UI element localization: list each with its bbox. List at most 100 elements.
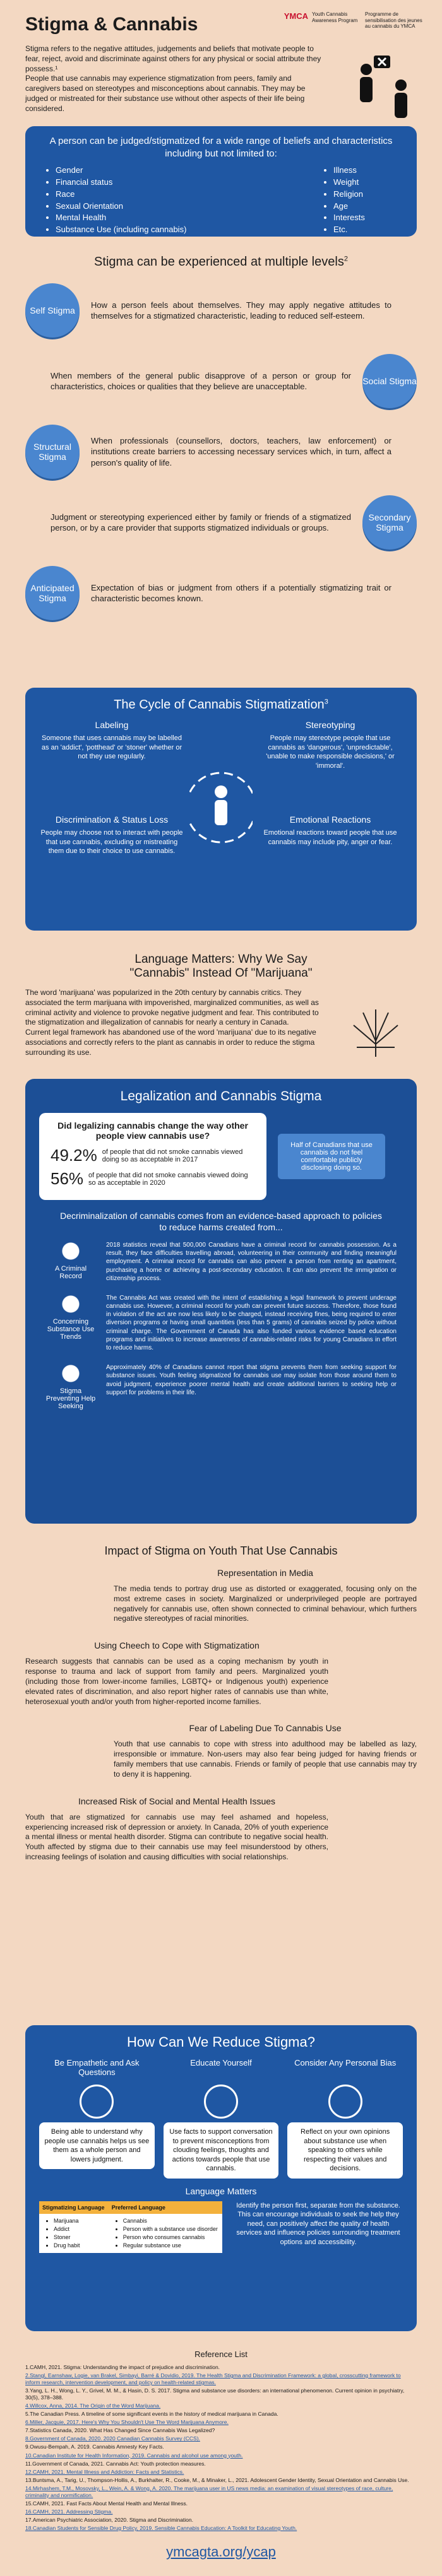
list-item: Regular substance use	[123, 2242, 219, 2250]
list-item: Drug habit	[54, 2242, 105, 2250]
list-item: Cannabis	[123, 2217, 219, 2225]
step-text: Someone that uses cannabis may be labell…	[41, 734, 182, 761]
heading-text: Stigma can be experienced at multiple le…	[94, 255, 344, 269]
item-text: The Cannabis Act was created with the in…	[106, 1294, 397, 1351]
impact-title: Increased Risk of Social and Mental Heal…	[78, 1796, 276, 1806]
list-item: Weight	[333, 177, 398, 189]
tip-text: Being able to understand why people use …	[39, 2122, 155, 2170]
intro: Stigma refers to the negative attitudes,…	[25, 44, 322, 114]
list-item: Etc.	[333, 224, 398, 236]
intro-text: People that use cannabis may experience …	[25, 74, 306, 113]
cycle-figure	[189, 772, 253, 844]
tip-text: Reflect on your own opinions about subst…	[287, 2122, 403, 2179]
list-item: Age	[333, 201, 398, 213]
language-matters-text: Identify the person first, separate from…	[236, 2201, 400, 2246]
level-text: When members of the general public disap…	[51, 370, 351, 391]
cycle-step: Emotional Reactions Emotional reactions t…	[258, 815, 403, 856]
levels: Stigma can be experienced at multiple le…	[0, 246, 442, 688]
characteristics-heading: A person can be judged/stigmatized for a…	[49, 136, 393, 159]
list-item: Marijuana	[54, 2217, 105, 2225]
language-title: Language Matters: Why We Say	[134, 953, 308, 966]
list-item: Gender	[56, 165, 186, 177]
step-text: People may choose not to interact with p…	[40, 829, 183, 856]
legal-item: Stigma Preventing Help Seeking Approximat…	[45, 1363, 397, 1411]
levels-heading: Stigma can be experienced at multiple le…	[0, 255, 442, 269]
tip-title: Educate Yourself	[190, 2058, 252, 2067]
item-label: A Criminal Record	[45, 1240, 96, 1280]
header: Stigma & Cannabis YMCA Youth Cannabis Aw…	[0, 0, 442, 126]
level-text: When professionals (counsellors, doctors…	[91, 436, 391, 468]
reduce-title: How Can We Reduce Stigma?	[127, 2034, 315, 2050]
impact-title: Using Cheech to Cope with Stigmatization	[94, 1640, 260, 1651]
survey-card: Did legalizing cannabis change the way o…	[39, 1113, 266, 1200]
table-header: Stigmatizing Language	[39, 2201, 109, 2214]
legalization: Legalization and Cannabis Stigma Did leg…	[0, 1079, 442, 1533]
list-item: Interests	[333, 212, 398, 224]
judgement-icon	[360, 56, 407, 118]
impact-title: Fear of Labeling Due To Cannabis Use	[189, 1723, 342, 1734]
reference: 3.Yang, L. H., Wong, L. Y., Grivel, M. M…	[25, 2387, 405, 2401]
question: Did legalizing cannabis change the way o…	[57, 1120, 248, 1141]
reference: 15.CAMH, 2021. Fast Facts About Mental H…	[25, 2500, 188, 2507]
step-text: People may stereotype people that use ca…	[266, 734, 395, 770]
level-row: When members of the general public disap…	[51, 354, 417, 408]
footer: ymcagta.org/ycap	[0, 2536, 442, 2576]
tip-title: Consider Any Personal Bias	[294, 2058, 397, 2067]
list-item: Religion	[333, 189, 398, 201]
level-row: Structural Stigma When professionals (cou…	[25, 425, 391, 479]
list-item: Race	[56, 189, 186, 201]
list-item: Sexual Orientation	[56, 201, 186, 213]
legalization-title: Legalization and Cannabis Stigma	[120, 1089, 322, 1103]
characteristics-box: A person can be judged/stigmatized for a…	[25, 126, 417, 237]
item-label: Concerning Substance Use Trends	[45, 1293, 96, 1341]
reference: 12.CAMH, 2021. Mental Illness and Addict…	[25, 2468, 184, 2475]
impact-item: Fear of Labeling Due To Cannabis Use Yout…	[25, 1723, 417, 1779]
callout: Half of Canadians that use cannabis do n…	[278, 1134, 385, 1179]
reference: 1.CAMH, 2021. Stigma: Understanding the …	[25, 2364, 220, 2370]
list-item: Person who consumes cannabis	[123, 2233, 219, 2242]
cycle-step: Stereotyping People may stereotype people…	[258, 720, 403, 770]
paragraph: The word 'marijuana' was popularized in …	[25, 988, 319, 1027]
impact: Impact of Stigma on Youth That Use Canna…	[0, 1533, 442, 2025]
language-text: The word 'marijuana' was popularized in …	[25, 988, 322, 1058]
tip-icon	[328, 2085, 362, 2119]
tip: Be Empathetic and Ask Questions Being abl…	[39, 2058, 155, 2179]
level-badge: Anticipated Stigma	[25, 566, 80, 620]
reference: 13.Buntsma, A., Tarig, U., Thompson-Holl…	[25, 2476, 409, 2483]
cycle: The Cycle of Cannabis Stigmatization3 La…	[0, 688, 442, 940]
cycle-step: Discrimination & Status Loss People may c…	[39, 815, 184, 856]
footer-url[interactable]: ymcagta.org/ycap	[166, 2544, 276, 2560]
impact-text: Youth that are stigmatized for cannabis …	[25, 1812, 328, 1862]
paragraph: Current legal framework has abandoned us…	[25, 1028, 316, 1057]
cycle-box: The Cycle of Cannabis Stigmatization3 La…	[25, 688, 417, 931]
language-subtitle: "Cannabis" Instead Of "Marijuana"	[129, 967, 313, 980]
level-text: How a person feels about themselves. The…	[91, 300, 391, 321]
impact-item: Representation in Media The media tends t…	[25, 1568, 417, 1624]
list: IllnessWeightReligionAgeInterestsEtc.	[322, 165, 398, 236]
impact-item: Increased Risk of Social and Mental Heal…	[25, 1796, 417, 1862]
item-text: Approximately 40% of Canadians cannot re…	[106, 1364, 397, 1396]
reference: 17.American Psychiatric Association, 202…	[25, 2516, 193, 2523]
cannabis-leaf-icon	[353, 1009, 398, 1057]
reference: 5.The Canadian Press. A timeline of some…	[25, 2411, 278, 2418]
list-item: Financial status	[56, 177, 186, 189]
legalization-intro: Decriminalization of cannabis comes from…	[60, 1211, 382, 1233]
legalization-box: Legalization and Cannabis Stigma Did leg…	[25, 1079, 417, 1524]
reference: 8.Government of Canada, 2020. 2020 Canad…	[25, 2435, 200, 2442]
reference: 18.Canadian Students for Sensible Drug P…	[25, 2524, 297, 2531]
language: Language Matters: Why We Say "Cannabis" …	[0, 940, 442, 1079]
logo-fr: Programme de sensibilisation des jeunes …	[365, 11, 422, 30]
language-table: Stigmatizing Language Preferred Language…	[39, 2201, 222, 2253]
level-text: Expectation of bias or judgment from oth…	[91, 582, 391, 603]
tip-icon	[80, 2085, 114, 2119]
cycle-step: Labeling Someone that uses cannabis may b…	[39, 720, 184, 770]
logo-mark: YMCA	[284, 11, 308, 21]
level-badge: Secondary Stigma	[362, 495, 417, 550]
reference: 7.Statistics Canada, 2020. What Has Chan…	[25, 2427, 215, 2434]
tip: Consider Any Personal Bias Reflect on you…	[287, 2058, 403, 2179]
legal-item: A Criminal Record 2018 statistics reveal …	[45, 1240, 397, 1283]
item-label: Stigma Preventing Help Seeking	[45, 1363, 96, 1411]
list-item: Substance Use (including cannabis)	[56, 224, 186, 236]
tip: Educate Yourself Use facts to support con…	[163, 2058, 279, 2179]
